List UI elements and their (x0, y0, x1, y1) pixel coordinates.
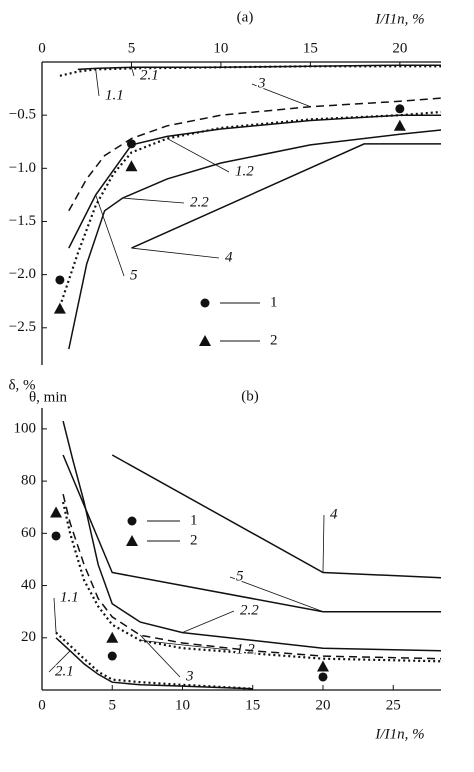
marker-circle (318, 672, 328, 682)
leader-line (182, 610, 235, 633)
x-tick-label: 5 (108, 697, 116, 713)
leader-line (131, 67, 135, 77)
leader-line (322, 514, 325, 573)
curve (68, 97, 442, 212)
curve-label: 4 (330, 506, 338, 522)
y-tick-label: −1.0 (9, 160, 36, 176)
leader-line (48, 650, 71, 673)
marker-triangle (50, 506, 63, 518)
x-tick-label: 25 (386, 697, 401, 713)
marker-circle (55, 275, 65, 285)
curve-label: 2.1 (140, 67, 159, 83)
curve-label: 3 (257, 75, 266, 91)
legend-label: 1 (270, 294, 278, 310)
curve (62, 454, 441, 613)
panel-label: (b) (241, 388, 259, 404)
curve-label: 2.1 (55, 663, 74, 679)
x-axis-label: I/I1n, % (374, 11, 424, 27)
leader-line (167, 138, 230, 173)
marker-circle (126, 139, 136, 149)
marker-triangle (393, 119, 406, 131)
y-tick-label: 80 (21, 473, 36, 489)
curve (55, 637, 253, 690)
marker-triangle (53, 302, 66, 314)
marker-triangle (106, 631, 119, 643)
leader-line (140, 634, 181, 678)
curve-label: 4 (225, 249, 233, 265)
curve (68, 114, 441, 249)
marker-circle (127, 516, 137, 526)
y-tick-label: −2.5 (9, 319, 36, 335)
curve-label: 3 (185, 668, 194, 684)
legend-label: 2 (190, 532, 198, 548)
curve (131, 143, 441, 249)
leader-line (53, 597, 57, 633)
curve (111, 454, 442, 579)
x-tick-label: 5 (128, 40, 136, 56)
leader-line (131, 247, 220, 259)
y-tick-label: 100 (14, 420, 37, 436)
x-tick-label: 10 (213, 40, 228, 56)
curve (77, 64, 441, 71)
y-axis-label: θ, min (29, 389, 68, 405)
marker-triangle (125, 160, 138, 172)
marker-triangle (199, 335, 211, 346)
y-tick-label: −0.5 (9, 107, 36, 123)
leader-line (122, 197, 185, 204)
marker-circle (200, 298, 210, 308)
y-tick-label: −1.5 (9, 213, 36, 229)
curve (62, 420, 442, 652)
x-tick-label: 15 (245, 697, 260, 713)
y-tick-label: 60 (21, 525, 36, 541)
marker-circle (395, 104, 405, 114)
x-tick-label: 15 (303, 40, 318, 56)
marker-triangle (316, 660, 329, 672)
y-tick-label: 40 (21, 577, 36, 593)
curve (58, 110, 442, 307)
marker-circle (107, 651, 117, 661)
x-tick-label: 0 (38, 697, 46, 713)
x-tick-label: 20 (315, 697, 330, 713)
x-tick-label: 0 (38, 40, 46, 56)
curve-label: 5 (236, 568, 244, 584)
leader-line (95, 69, 100, 97)
legend-label: 1 (190, 512, 198, 528)
curve (68, 129, 442, 350)
leader-line (95, 194, 125, 277)
curve-label: 5 (130, 267, 138, 283)
curve (62, 501, 442, 663)
curve (62, 494, 442, 660)
curve-label: 2.2 (190, 194, 209, 210)
curve-label: 1.1 (60, 589, 79, 605)
y-axis-label: δ, % (8, 377, 35, 393)
y-tick-label: −2.0 (9, 266, 36, 282)
leader-line (251, 83, 311, 108)
x-tick-label: 20 (392, 40, 407, 56)
curve-label: 2.2 (240, 602, 259, 618)
x-axis-label: I/I1n, % (374, 726, 424, 742)
marker-circle (51, 531, 61, 541)
leader-line (229, 576, 324, 613)
leader-line (140, 639, 231, 651)
legend-label: 2 (270, 332, 278, 348)
y-tick-label: 20 (21, 629, 36, 645)
x-tick-label: 10 (175, 697, 190, 713)
curve-label: 1.2 (235, 163, 254, 179)
curve (55, 631, 253, 690)
marker-triangle (126, 535, 138, 546)
panel-label: (a) (237, 9, 254, 25)
curve-label: 1.1 (105, 87, 124, 103)
